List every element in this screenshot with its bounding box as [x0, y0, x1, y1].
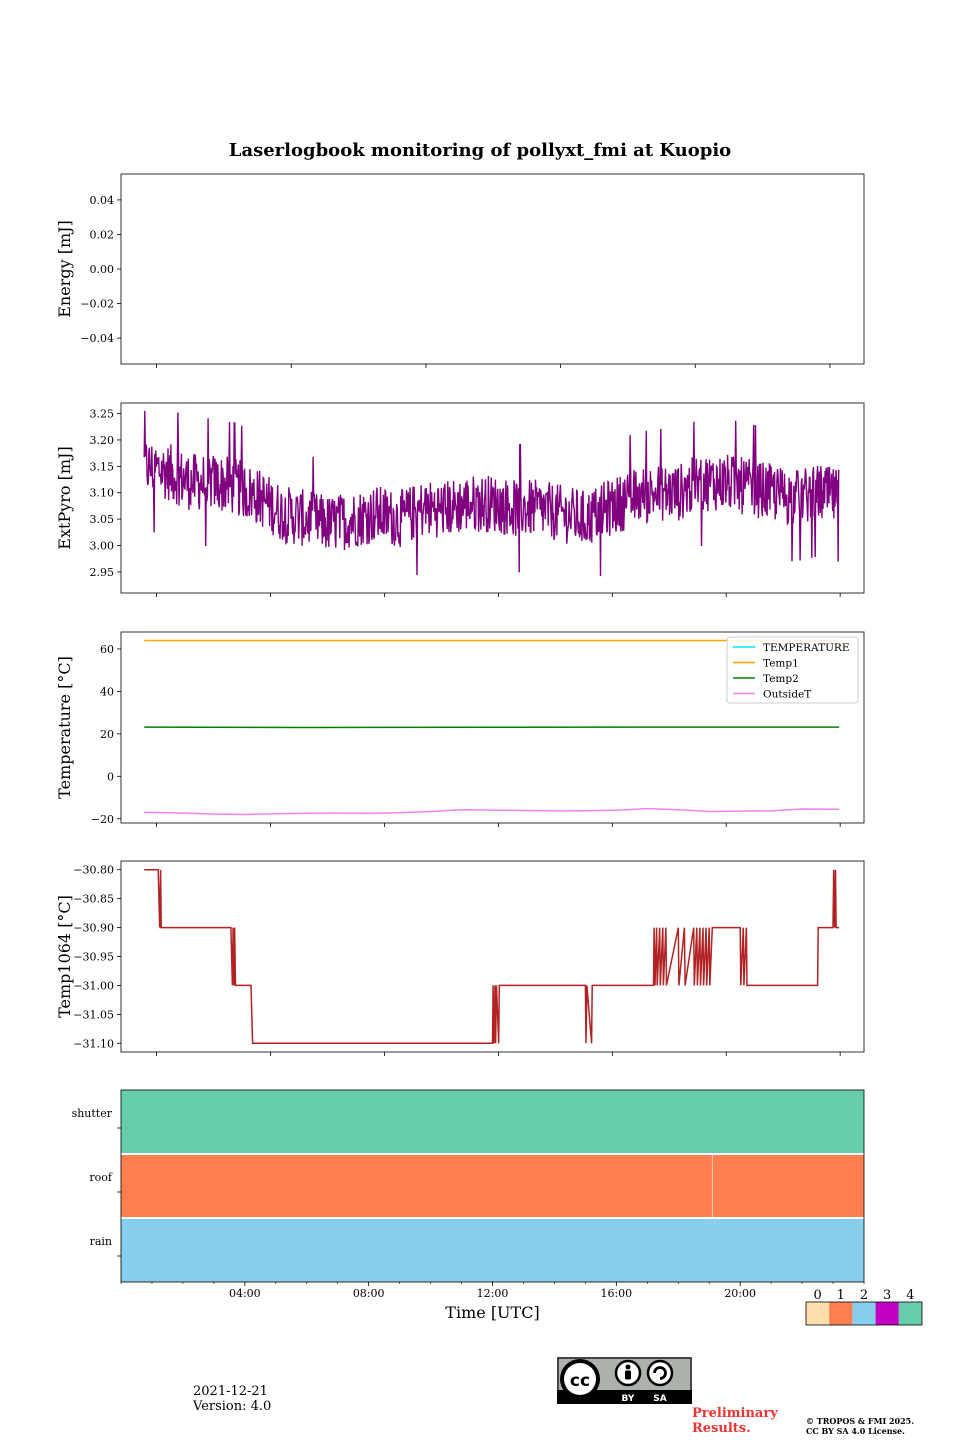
- colorbar-tick-label: 3: [883, 1288, 891, 1303]
- legend-label-temp2: Temp2: [763, 673, 799, 685]
- ylabel-extpyro: ExtPyro [mJ]: [55, 446, 74, 549]
- ytick-label: 60: [100, 643, 114, 656]
- ytick-label: 20: [100, 728, 114, 741]
- row-label-roof: roof: [89, 1171, 113, 1184]
- ytick-label: 0.04: [90, 194, 115, 207]
- series-line-extpyro: [143, 410, 840, 577]
- flag-cell-rain: [121, 1218, 864, 1282]
- footer-date-version: 2021-12-21 Version: 4.0: [193, 1384, 271, 1414]
- panel-temp1064: −31.10 −31.05 −31.00 −30.95 −30.90 −30.85 −30.…: [55, 860, 865, 1056]
- colorbar-tick-label: 0: [813, 1288, 821, 1303]
- page-title: Laserlogbook monitoring of pollyxt_fmi a…: [228, 140, 732, 161]
- ytick-label: 0: [107, 770, 114, 783]
- xtick-label: 08:00: [353, 1287, 385, 1300]
- ytick-label: 40: [100, 685, 114, 698]
- colorbar-swatch: [898, 1302, 922, 1325]
- colorbar-swatch: [852, 1302, 876, 1325]
- colorbar-tick-label: 4: [906, 1288, 914, 1303]
- xtick-label: 20:00: [724, 1287, 756, 1300]
- xtick-label: 04:00: [229, 1287, 261, 1300]
- ytick-label: −30.90: [73, 922, 114, 935]
- plot-frame-energy: [120, 173, 865, 365]
- panel-temperature: −20 0 20 40 60 Temperature [°C] TEMPERATURE Tem…: [55, 631, 865, 827]
- preliminary-line2: Results.: [692, 1421, 751, 1436]
- colorbar-tick-label: 1: [837, 1288, 845, 1303]
- panel-flags: shutter roof rain 04:00 08:00 12:00 16:00 20:00…: [72, 1089, 923, 1326]
- preliminary-notice: Preliminary Results.: [692, 1406, 778, 1436]
- row-label-rain: rain: [90, 1235, 112, 1248]
- ytick-label: 3.00: [90, 540, 115, 553]
- ytick-label: 3.20: [90, 434, 115, 447]
- xtick-label: 16:00: [600, 1287, 632, 1300]
- panel-energy: −0.04 −0.02 0.00 0.02 0.04 Energy [mJ]: [55, 173, 865, 368]
- ytick-label: 3.25: [90, 408, 115, 421]
- panel-extpyro: 2.95 3.00 3.05 3.10 3.15 3.20 3.25 ExtPyro [mJ]: [55, 402, 865, 597]
- ylabel-temp1064: Temp1064 [°C]: [55, 895, 74, 1018]
- ytick-label: −30.85: [73, 893, 114, 906]
- cc-logo-circle: [564, 1363, 596, 1395]
- xtick-label: 12:00: [477, 1287, 509, 1300]
- legend: TEMPERATURE Temp1 Temp2 OutsideT: [726, 636, 859, 704]
- ytick-label: 0.00: [90, 263, 115, 276]
- colorbar-tick-label: 2: [860, 1288, 868, 1303]
- flag-cell-roof: [121, 1154, 713, 1218]
- ytick-label: 0.02: [90, 228, 115, 241]
- ylabel-energy: Energy [mJ]: [55, 220, 74, 318]
- ylabel-temperature: Temperature [°C]: [55, 656, 74, 799]
- series-line-outsidet: [144, 807, 840, 816]
- ytick-label: −31.05: [73, 1008, 114, 1021]
- colorbar-swatch: [875, 1302, 899, 1325]
- plot-frame-extpyro: [120, 402, 865, 594]
- colorbar-swatch: [829, 1302, 853, 1325]
- xlabel: Time [UTC]: [445, 1303, 539, 1322]
- copyright-line2: CC BY SA 4.0 License.: [806, 1426, 905, 1436]
- plot-frame-temperature: [120, 631, 865, 824]
- ytick-label: −0.02: [80, 298, 114, 311]
- ytick-label: 3.05: [90, 513, 115, 526]
- flag-cell-roof: [712, 1154, 864, 1218]
- legend-label-temp1: Temp1: [763, 658, 799, 670]
- ytick-label: 3.15: [90, 460, 115, 473]
- legend-label-outsidet: OutsideT: [763, 689, 811, 701]
- by-label: BY: [622, 1394, 635, 1404]
- legend-box: [726, 636, 859, 704]
- ytick-label: −0.04: [80, 332, 114, 345]
- ytick-label: −30.80: [73, 864, 114, 877]
- ytick-label: −30.95: [73, 951, 114, 964]
- cc-logo-text: cc: [570, 1371, 590, 1391]
- colorbar-frame: [805, 1301, 923, 1326]
- footer-version: Version: 4.0: [193, 1399, 272, 1414]
- ytick-label: −31.00: [73, 979, 114, 992]
- colorbar-swatch: [806, 1302, 830, 1325]
- ytick-label: 2.95: [90, 566, 115, 579]
- copyright-notice: © TROPOS & FMI 2025. CC BY SA 4.0 Licens…: [806, 1416, 914, 1436]
- sa-icon: [646, 1359, 674, 1387]
- ytick-label: 3.10: [90, 487, 115, 500]
- ytick-label: −20: [91, 813, 114, 826]
- ytick-label: −31.10: [73, 1037, 114, 1050]
- sa-label: SA: [653, 1394, 666, 1404]
- footer-date: 2021-12-21: [193, 1384, 268, 1399]
- series-line-temp1064: [144, 868, 840, 1045]
- cc-license-badge: cc BY SA: [557, 1357, 692, 1404]
- row-label-shutter: shutter: [72, 1107, 113, 1120]
- preliminary-line1: Preliminary: [692, 1406, 778, 1421]
- flag-cell-shutter: [121, 1090, 864, 1154]
- legend-label-temperature: TEMPERATURE: [763, 642, 850, 654]
- copyright-line1: © TROPOS & FMI 2025.: [806, 1416, 915, 1426]
